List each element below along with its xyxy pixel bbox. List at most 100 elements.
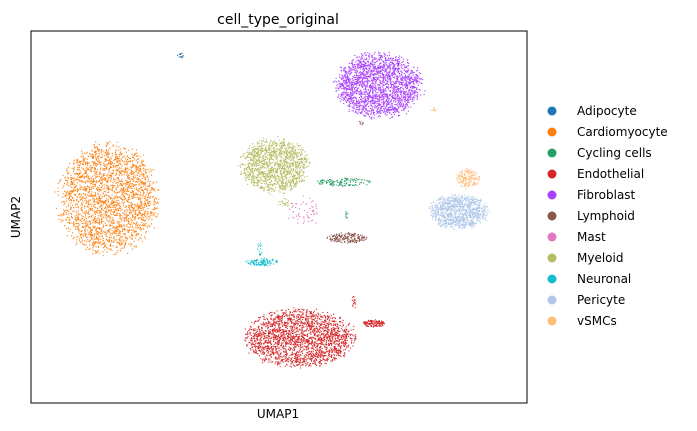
point-3-1944 <box>284 324 286 326</box>
point-4-135 <box>350 93 352 95</box>
point-3-1160 <box>316 346 318 348</box>
point-1-2383 <box>70 177 73 179</box>
point-1-172 <box>116 182 118 184</box>
point-3-2068 <box>265 356 267 358</box>
point-1-2015 <box>105 159 107 162</box>
point-1-548 <box>144 213 146 215</box>
point-1-1625 <box>97 227 99 229</box>
point-3-454 <box>307 354 309 356</box>
point-3-843 <box>280 345 282 347</box>
point-3-61 <box>288 336 290 339</box>
point-3-2106 <box>372 326 375 328</box>
point-1-1226 <box>96 163 98 165</box>
point-3-967 <box>325 319 327 321</box>
point-3-478 <box>328 319 330 321</box>
point-4-194 <box>385 90 387 92</box>
point-1-356 <box>73 194 76 196</box>
point-1-698 <box>109 249 111 251</box>
point-3-1291 <box>311 324 313 326</box>
point-3-1100 <box>285 309 287 311</box>
point-1-658 <box>108 169 110 171</box>
point-1-1318 <box>83 158 85 160</box>
point-3-1231 <box>341 341 343 343</box>
point-3-736 <box>283 329 285 331</box>
point-1-914 <box>100 207 103 209</box>
point-3-2098 <box>270 314 272 316</box>
point-3-1768 <box>261 324 263 326</box>
point-3-1305 <box>298 355 300 358</box>
point-1-477 <box>102 169 104 171</box>
point-1-1044 <box>117 177 119 179</box>
point-3-124 <box>312 316 314 318</box>
point-3-1130 <box>345 342 347 344</box>
point-1-474 <box>73 160 75 162</box>
point-1-1436 <box>103 164 105 166</box>
point-1-1074 <box>104 212 106 214</box>
point-1-1166 <box>117 207 119 209</box>
point-1-152 <box>111 204 113 206</box>
point-1-946 <box>120 173 122 175</box>
point-1-1262 <box>131 185 133 187</box>
point-1-37 <box>88 195 90 197</box>
point-1-2200 <box>148 216 150 218</box>
point-2-45 <box>319 180 321 182</box>
point-3-1472 <box>255 346 257 348</box>
point-1-2322 <box>99 189 101 191</box>
point-2-12 <box>363 179 366 181</box>
point-3-2163 <box>370 319 372 321</box>
point-1-1897 <box>87 156 89 158</box>
point-3-74 <box>289 313 291 316</box>
point-3-194 <box>305 339 308 341</box>
point-1-1891 <box>132 185 134 187</box>
point-3-421 <box>308 364 310 366</box>
point-3-1218 <box>337 336 339 338</box>
point-1-965 <box>126 167 129 169</box>
point-3-1719 <box>278 328 281 330</box>
point-3-732 <box>295 309 297 311</box>
point-1-2131 <box>133 246 135 248</box>
point-3-938 <box>321 350 323 352</box>
point-1-2092 <box>85 163 87 166</box>
point-3-1964 <box>264 359 266 361</box>
point-1-888 <box>76 222 78 225</box>
point-4-205 <box>388 75 391 77</box>
point-4-167 <box>407 106 409 108</box>
point-1-635 <box>90 235 92 237</box>
point-1-654 <box>120 207 122 209</box>
point-1-1090 <box>116 184 118 186</box>
point-1-164 <box>81 230 83 232</box>
point-1-1038 <box>121 178 123 180</box>
point-3-931 <box>317 322 319 324</box>
point-3-1003 <box>342 334 344 336</box>
point-3-86 <box>323 330 326 332</box>
point-1-1804 <box>93 197 95 199</box>
point-3-1032 <box>265 326 267 328</box>
point-1-395 <box>61 215 63 217</box>
point-1-672 <box>60 213 62 215</box>
point-1-1280 <box>121 170 123 172</box>
point-3-555 <box>285 340 287 343</box>
point-1-1068 <box>101 217 103 219</box>
point-1-636 <box>91 166 93 168</box>
point-1-1505 <box>77 188 79 190</box>
point-1-2130 <box>105 231 107 233</box>
point-3-1645 <box>304 342 306 345</box>
point-3-1906 <box>286 354 288 356</box>
point-2-58 <box>345 177 347 179</box>
point-1-758 <box>144 177 146 179</box>
point-3-1062 <box>281 323 283 325</box>
point-1-661 <box>85 220 88 222</box>
point-1-1301 <box>108 189 110 191</box>
point-1-117 <box>97 192 99 194</box>
point-1-1933 <box>120 223 122 226</box>
point-1-425 <box>89 203 91 206</box>
point-1-1148 <box>91 186 93 188</box>
point-1-269 <box>93 218 95 221</box>
point-4-67 <box>351 61 353 63</box>
point-3-1682 <box>323 315 325 317</box>
point-4-204 <box>372 99 374 101</box>
point-4-65 <box>390 81 392 83</box>
point-1-1397 <box>127 187 129 189</box>
point-1-190 <box>87 221 89 223</box>
point-1-2223 <box>126 210 128 212</box>
